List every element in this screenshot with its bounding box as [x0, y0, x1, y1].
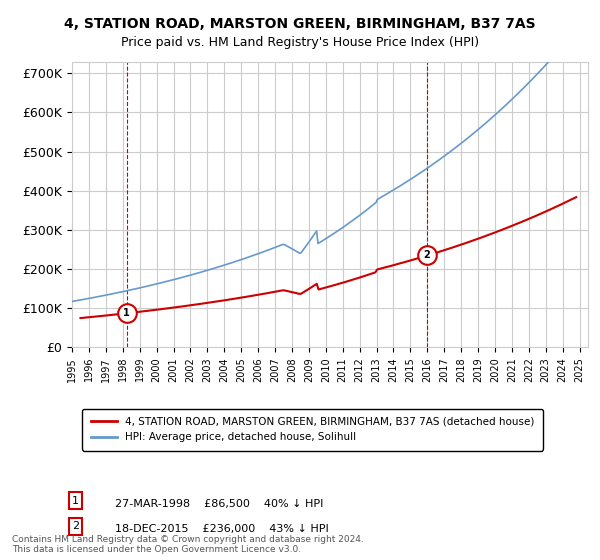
Legend: 4, STATION ROAD, MARSTON GREEN, BIRMINGHAM, B37 7AS (detached house), HPI: Avera: 4, STATION ROAD, MARSTON GREEN, BIRMINGH… — [82, 409, 543, 450]
Text: 2: 2 — [424, 250, 430, 260]
Text: 1: 1 — [72, 496, 79, 506]
Text: 18-DEC-2015    £236,000    43% ↓ HPI: 18-DEC-2015 £236,000 43% ↓ HPI — [108, 524, 329, 534]
Text: Price paid vs. HM Land Registry's House Price Index (HPI): Price paid vs. HM Land Registry's House … — [121, 36, 479, 49]
Text: 27-MAR-1998    £86,500    40% ↓ HPI: 27-MAR-1998 £86,500 40% ↓ HPI — [108, 498, 323, 508]
Point — [122, 309, 131, 318]
Point — [422, 250, 431, 259]
Text: 1: 1 — [123, 309, 130, 318]
Text: 4, STATION ROAD, MARSTON GREEN, BIRMINGHAM, B37 7AS: 4, STATION ROAD, MARSTON GREEN, BIRMINGH… — [64, 17, 536, 31]
Text: 2: 2 — [72, 521, 79, 531]
Text: Contains HM Land Registry data © Crown copyright and database right 2024.
This d: Contains HM Land Registry data © Crown c… — [12, 535, 364, 554]
